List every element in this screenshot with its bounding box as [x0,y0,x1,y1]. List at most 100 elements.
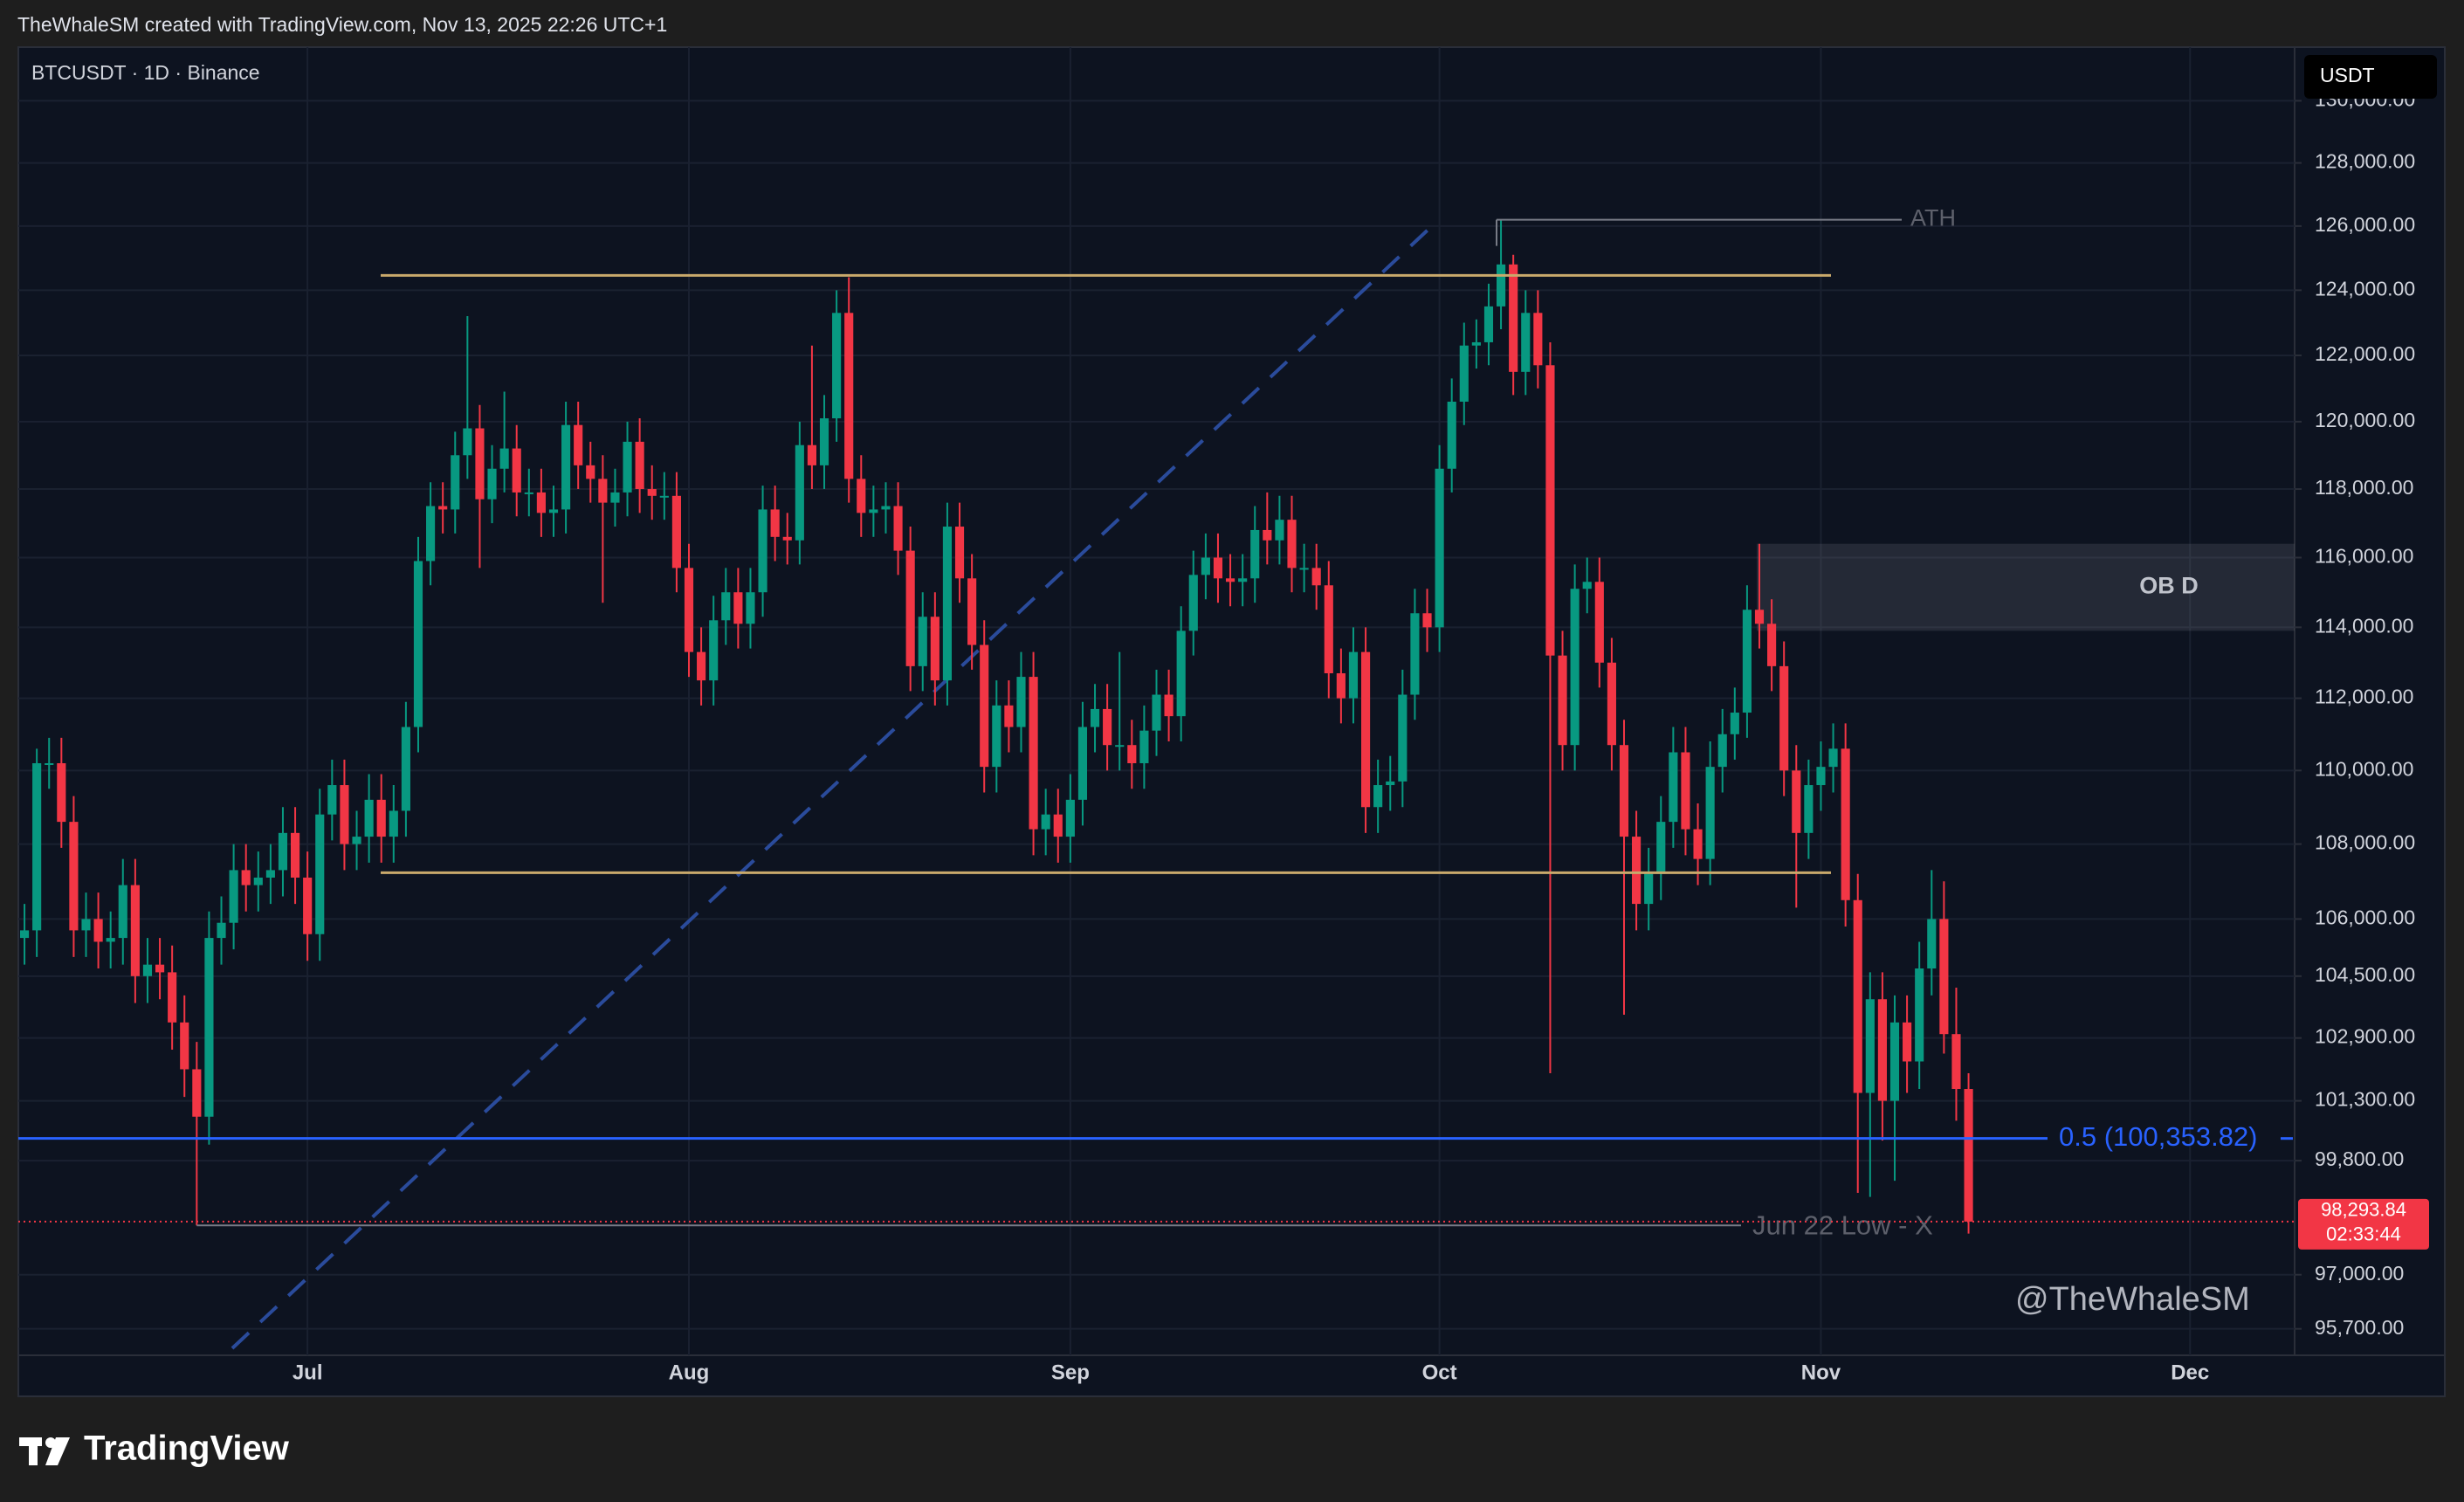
candle-body [881,506,891,510]
candle-body [401,727,410,811]
candle-body [192,1069,202,1117]
candle-body [1299,568,1309,570]
candle-body [1964,1089,1973,1222]
candle-body [45,762,54,765]
candle-body [204,938,214,1117]
candle-body [733,592,743,624]
candle-body [512,448,521,493]
candle-body [1287,520,1297,568]
candle-body [303,877,313,934]
candle-body [1889,1022,1900,1101]
candle-body [1767,624,1777,666]
candle-body [1459,345,1469,402]
candle-body [967,578,977,645]
candle-body [1804,785,1814,833]
candle-body [19,930,30,939]
candle-body [1521,313,1531,372]
y-tick-label: 128,000.00 [2315,150,2415,173]
y-tick-label: 116,000.00 [2315,545,2413,568]
candle-body [1853,899,1862,1093]
candle-body [81,919,91,931]
candle-body [352,837,361,844]
candle-body [561,424,571,510]
candle-body [635,441,644,490]
candle-body [265,870,275,878]
candle-body [1742,610,1752,713]
candle-body [253,877,263,885]
logo-slant [45,1437,70,1465]
candle-body [130,885,140,976]
candle-body [1360,651,1371,808]
candle-body [1705,767,1715,859]
candle-body [499,448,509,469]
candle-body [1693,829,1703,859]
candle-body [1139,730,1149,763]
candle-body [1509,264,1518,372]
candle-body [893,506,903,551]
watermark: @TheWhaleSM [2015,1281,2250,1318]
candle-body [1213,557,1223,579]
candle-body [1176,630,1186,717]
candle-body [697,651,706,681]
candle-body [93,919,103,942]
candle-body [1915,968,1924,1062]
axes: 130,000.00128,000.00126,000.00124,000.00… [293,87,2429,1384]
fib-label: 0.5 (100,353.82) [2059,1121,2258,1152]
candle-body [918,617,927,666]
candle-body [548,509,559,513]
grid [18,47,2295,1355]
candle-body [1877,999,1887,1101]
candle-body [1927,919,1937,969]
candle-body [1681,752,1690,830]
candle-body [758,509,767,593]
candle-body [1435,468,1444,628]
ath-label: ATH [1910,205,1956,231]
y-tick-label: 99,800.00 [2315,1147,2404,1170]
candle-body [1607,662,1616,746]
candle-body [1250,529,1260,579]
candle-body [586,465,595,479]
candle-body [524,492,533,494]
candle-body [1041,814,1050,830]
candle-body [721,592,731,621]
header-text: TheWhaleSM created with TradingView.com,… [17,13,667,36]
x-tick-label: Jul [293,1361,323,1384]
candle-body [1275,520,1284,541]
candle-body [623,441,632,493]
currency-box[interactable] [2304,55,2437,99]
candle-body [1077,727,1088,800]
candle-body [327,785,337,815]
symbol-title: BTCUSDT · 1D · Binance [31,61,260,84]
candle-body [217,922,226,939]
y-tick-label: 95,700.00 [2315,1316,2404,1339]
candle-body [1115,745,1125,748]
candle-body [278,832,288,871]
currency-label[interactable]: USDT [2320,64,2375,86]
candle-body [869,509,878,513]
candle-body [426,506,436,562]
candle-body [32,762,42,931]
candle-body [1127,745,1137,763]
candle-body [1053,814,1063,837]
candle-body [1398,694,1408,782]
candle-body [857,479,866,513]
y-tick-label: 104,500.00 [2315,963,2415,986]
candle-body [364,799,374,837]
candle-body [709,620,719,681]
candle-body [930,617,939,681]
candle-body [1779,665,1789,771]
candle-body [1644,873,1654,905]
candle-body [1152,694,1161,731]
y-tick-label: 126,000.00 [2315,213,2415,236]
price-tag [2298,1198,2429,1250]
y-tick-label: 110,000.00 [2315,757,2413,780]
candle-body [1816,767,1826,786]
x-tick-label: Sep [1051,1361,1090,1384]
candle-body [1336,673,1346,699]
candle-body [1311,568,1321,586]
candle-body [770,509,780,537]
candle-body [1386,781,1395,786]
x-tick-label: Aug [669,1361,710,1384]
candle-body [142,964,153,976]
